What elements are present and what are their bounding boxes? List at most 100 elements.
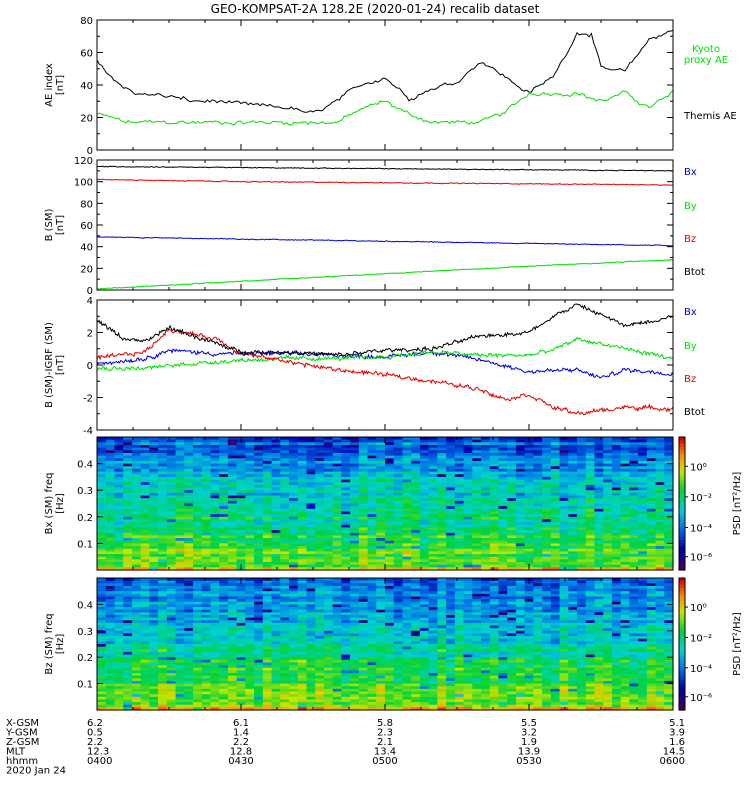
psd-cell bbox=[437, 546, 447, 550]
psd-cell bbox=[568, 607, 578, 611]
psd-cell bbox=[437, 591, 447, 595]
psd-cell bbox=[306, 546, 316, 550]
psd-cell bbox=[367, 452, 377, 457]
psd-cell bbox=[629, 554, 639, 558]
psd-cell bbox=[472, 437, 482, 441]
psd-cell bbox=[97, 452, 107, 457]
psd-cell bbox=[515, 596, 526, 600]
psd-cell bbox=[646, 495, 657, 499]
psd-cell bbox=[542, 514, 552, 518]
psd-cell bbox=[210, 580, 220, 584]
psd-cell bbox=[507, 498, 517, 502]
psd-cell bbox=[489, 439, 500, 443]
psd-cell bbox=[533, 519, 543, 523]
psd-cell bbox=[323, 511, 334, 515]
psd-cell bbox=[158, 447, 168, 451]
psd-cell bbox=[236, 484, 246, 489]
psd-cell bbox=[140, 482, 150, 486]
psd-cell bbox=[437, 530, 447, 534]
psd-cell bbox=[655, 511, 665, 515]
psd-cell bbox=[280, 567, 290, 571]
psd-cell bbox=[149, 482, 159, 486]
psd-cell bbox=[603, 609, 613, 613]
psd-cell bbox=[585, 444, 596, 449]
psd-cell bbox=[638, 450, 648, 454]
psd-cell bbox=[393, 492, 404, 497]
psd-cell bbox=[472, 524, 482, 529]
series-line-btot bbox=[97, 165, 673, 172]
psd-cell bbox=[655, 625, 665, 629]
psd-cell bbox=[280, 503, 290, 507]
psd-cell bbox=[280, 585, 290, 590]
psd-cell bbox=[332, 535, 342, 539]
psd-cell bbox=[175, 617, 185, 621]
psd-cell bbox=[638, 567, 648, 571]
psd-cell bbox=[428, 628, 438, 632]
psd-cell bbox=[97, 583, 107, 587]
psd-cell bbox=[446, 450, 456, 454]
psd-cell bbox=[140, 476, 150, 481]
psd-cell bbox=[245, 596, 255, 600]
psd-cell bbox=[446, 487, 456, 491]
psd-cell bbox=[402, 588, 412, 592]
psd-cell bbox=[611, 530, 622, 534]
psd-cell bbox=[97, 617, 107, 621]
colorbar-cell bbox=[679, 450, 685, 455]
psd-cell bbox=[664, 583, 674, 587]
psd-cell bbox=[620, 524, 630, 529]
psd-cell bbox=[280, 551, 290, 555]
psd-cell bbox=[332, 516, 342, 521]
psd-cell bbox=[297, 551, 308, 555]
psd-cell bbox=[402, 620, 412, 624]
psd-cell bbox=[594, 490, 604, 494]
psd-cell bbox=[498, 588, 508, 592]
psd-cell bbox=[210, 628, 220, 632]
psd-cell bbox=[568, 466, 578, 470]
psd-cell bbox=[428, 564, 438, 568]
psd-cell bbox=[350, 551, 360, 555]
psd-cell bbox=[524, 593, 534, 598]
psd-cell bbox=[629, 484, 639, 489]
psd-cell bbox=[481, 628, 491, 632]
psd-cell bbox=[105, 450, 116, 454]
psd-cell bbox=[271, 538, 281, 542]
y-axis-unit: [nT] bbox=[55, 355, 66, 375]
psd-cell bbox=[577, 458, 587, 462]
psd-cell bbox=[577, 617, 587, 621]
psd-cell bbox=[515, 527, 526, 531]
psd-cell bbox=[227, 585, 238, 590]
psd-cell bbox=[332, 437, 342, 441]
psd-cell bbox=[201, 487, 212, 491]
psd-cell bbox=[236, 506, 246, 510]
psd-cell bbox=[454, 458, 465, 462]
psd-cell bbox=[254, 466, 264, 470]
psd-cell bbox=[419, 556, 430, 560]
psd-cell bbox=[568, 476, 578, 481]
psd-cell bbox=[577, 452, 587, 457]
psd-cell bbox=[577, 508, 587, 513]
psd-cell bbox=[515, 630, 526, 635]
psd-cell bbox=[97, 591, 107, 595]
psd-cell bbox=[193, 591, 203, 595]
psd-cell bbox=[585, 548, 596, 552]
psd-cell bbox=[254, 479, 264, 483]
psd-cell bbox=[463, 538, 473, 542]
psd-cell bbox=[515, 540, 526, 544]
psd-cell bbox=[664, 527, 674, 531]
psd-cell bbox=[454, 482, 465, 486]
psd-cell bbox=[140, 498, 150, 502]
psd-cell bbox=[341, 562, 351, 566]
psd-cell bbox=[149, 630, 159, 635]
psd-cell bbox=[140, 612, 150, 616]
psd-cell bbox=[227, 442, 238, 446]
psd-cell bbox=[262, 527, 273, 531]
psd-cell bbox=[236, 562, 246, 566]
psd-cell bbox=[227, 474, 238, 478]
psd-cell bbox=[201, 506, 212, 510]
psd-cell bbox=[350, 444, 360, 449]
psd-cell bbox=[402, 474, 412, 478]
psd-cell bbox=[184, 601, 194, 605]
psd-cell bbox=[184, 609, 194, 613]
psd-cell bbox=[481, 500, 491, 505]
psd-cell bbox=[594, 482, 604, 486]
